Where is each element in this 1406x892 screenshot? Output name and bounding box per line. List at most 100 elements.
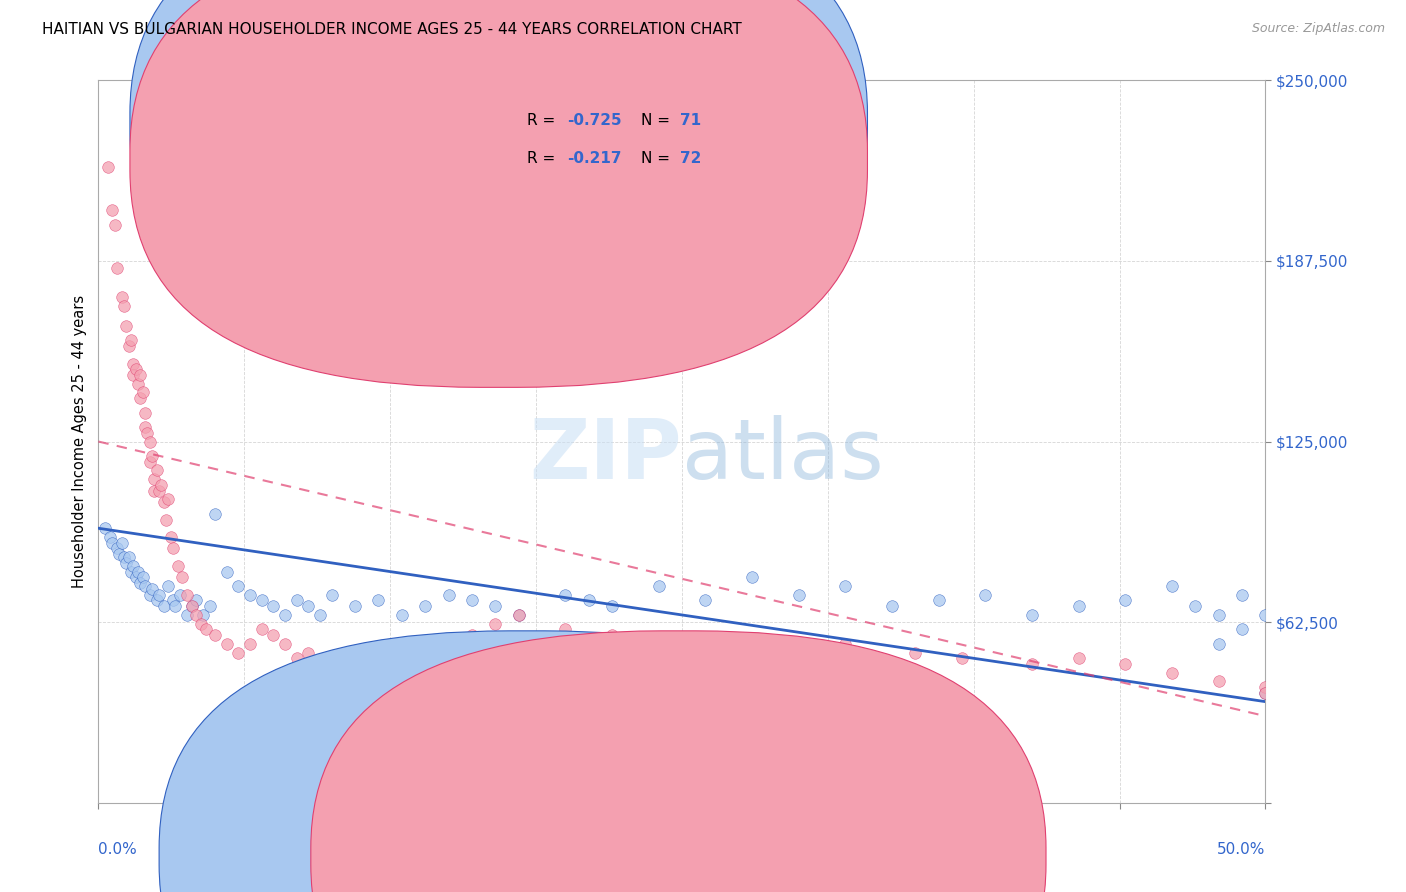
Point <box>194 623 217 637</box>
Point <box>169 588 191 602</box>
Point <box>461 593 484 607</box>
Text: HAITIAN VS BULGARIAN HOUSEHOLDER INCOME AGES 25 - 44 YEARS CORRELATION CHART: HAITIAN VS BULGARIAN HOUSEHOLDER INCOME … <box>42 22 742 37</box>
Point <box>172 570 194 584</box>
Point <box>141 582 163 596</box>
Point <box>97 160 120 174</box>
Point <box>129 391 152 405</box>
Point <box>1230 588 1253 602</box>
Text: 50.0%: 50.0% <box>1218 842 1265 856</box>
Text: 0.0%: 0.0% <box>98 842 138 856</box>
Text: Haitians: Haitians <box>550 848 613 863</box>
Point <box>309 607 332 622</box>
Point <box>146 463 169 477</box>
Point <box>834 579 856 593</box>
FancyBboxPatch shape <box>311 631 1046 892</box>
Point <box>437 588 460 602</box>
Point <box>112 299 135 313</box>
Point <box>111 290 134 304</box>
Point <box>204 628 226 642</box>
Point <box>554 623 576 637</box>
Y-axis label: Householder Income Ages 25 - 44 years: Householder Income Ages 25 - 44 years <box>72 295 87 588</box>
Point <box>1161 665 1184 680</box>
Point <box>143 483 166 498</box>
Point <box>176 588 198 602</box>
Point <box>671 637 693 651</box>
FancyBboxPatch shape <box>159 631 894 892</box>
Point <box>297 646 319 660</box>
Point <box>136 425 159 440</box>
Point <box>1254 686 1277 700</box>
Point <box>321 588 343 602</box>
Point <box>285 593 308 607</box>
Text: atlas: atlas <box>682 416 883 497</box>
Point <box>274 607 297 622</box>
Point <box>285 651 308 665</box>
Point <box>391 665 413 680</box>
Point <box>787 651 810 665</box>
Point <box>94 521 117 535</box>
Point <box>600 599 623 614</box>
Point <box>108 547 131 561</box>
Point <box>250 623 273 637</box>
Point <box>950 651 973 665</box>
Text: Bulgarians: Bulgarians <box>702 848 783 863</box>
Point <box>115 318 138 333</box>
Point <box>139 434 162 449</box>
Point <box>129 576 152 591</box>
Point <box>148 588 170 602</box>
Point <box>143 472 166 486</box>
Point <box>157 579 180 593</box>
Point <box>162 541 184 556</box>
Point <box>101 535 124 549</box>
Point <box>262 628 284 642</box>
Text: N =: N = <box>641 113 675 128</box>
Point <box>125 362 148 376</box>
Point <box>200 599 222 614</box>
Point <box>508 607 530 622</box>
Point <box>120 334 142 348</box>
Point <box>1254 680 1277 694</box>
Text: 72: 72 <box>679 151 702 166</box>
Point <box>148 483 170 498</box>
Point <box>787 588 810 602</box>
Point <box>554 588 576 602</box>
Point <box>101 203 124 218</box>
Point <box>122 368 145 382</box>
Point <box>647 579 669 593</box>
Point <box>461 628 484 642</box>
Point <box>115 556 138 570</box>
Point <box>105 261 128 276</box>
Point <box>159 530 181 544</box>
Point <box>508 607 530 622</box>
Point <box>413 599 436 614</box>
FancyBboxPatch shape <box>129 0 868 350</box>
Point <box>1161 579 1184 593</box>
Text: ZIP: ZIP <box>530 416 682 497</box>
Point <box>134 579 156 593</box>
Text: Source: ZipAtlas.com: Source: ZipAtlas.com <box>1251 22 1385 36</box>
Point <box>578 593 600 607</box>
Point <box>413 651 436 665</box>
Point <box>105 541 128 556</box>
Point <box>1254 686 1277 700</box>
Point <box>367 686 389 700</box>
Point <box>111 535 134 549</box>
Point <box>1254 607 1277 622</box>
Point <box>1184 599 1206 614</box>
Point <box>344 599 367 614</box>
Point <box>1067 599 1090 614</box>
Text: R =: R = <box>527 151 560 166</box>
Point <box>367 593 389 607</box>
Point <box>134 406 156 420</box>
Point <box>193 607 215 622</box>
Point <box>118 339 141 353</box>
Point <box>186 607 208 622</box>
Text: -0.217: -0.217 <box>568 151 621 166</box>
Point <box>118 550 141 565</box>
Text: R =: R = <box>527 113 560 128</box>
Point <box>239 588 262 602</box>
Point <box>146 593 169 607</box>
Point <box>180 599 202 614</box>
Point <box>344 651 367 665</box>
Point <box>484 599 506 614</box>
